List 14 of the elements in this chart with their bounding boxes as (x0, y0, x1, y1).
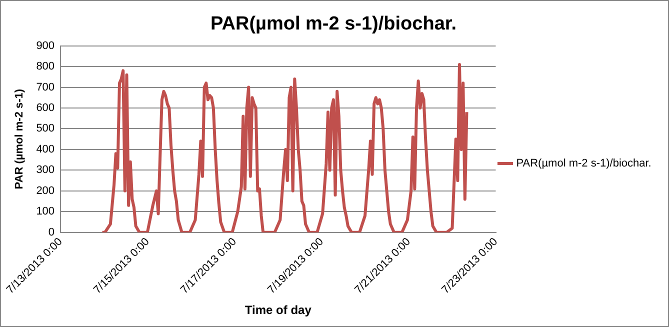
y-tick-label: 900 (36, 40, 55, 52)
y-axis-title: PAR (µmol m-2 s-1) (14, 88, 26, 190)
y-tick-label: 600 (36, 102, 55, 114)
y-tick-label: 100 (36, 206, 55, 218)
legend-label: PAR(µmol m-2 s-1)/biochar. (516, 158, 652, 170)
y-tick-label: 300 (36, 164, 55, 176)
y-tick-label: 400 (36, 143, 55, 156)
y-tick-label: 200 (36, 184, 55, 197)
y-tick-label: 800 (36, 60, 55, 73)
y-tick-label: 500 (36, 122, 55, 135)
y-tick-label: 700 (36, 81, 55, 94)
x-axis-title: Time of day (244, 303, 312, 318)
y-tick-label: 0 (48, 226, 55, 238)
chart-title: PAR(µmol m-2 s-1)/biochar. (210, 14, 457, 35)
